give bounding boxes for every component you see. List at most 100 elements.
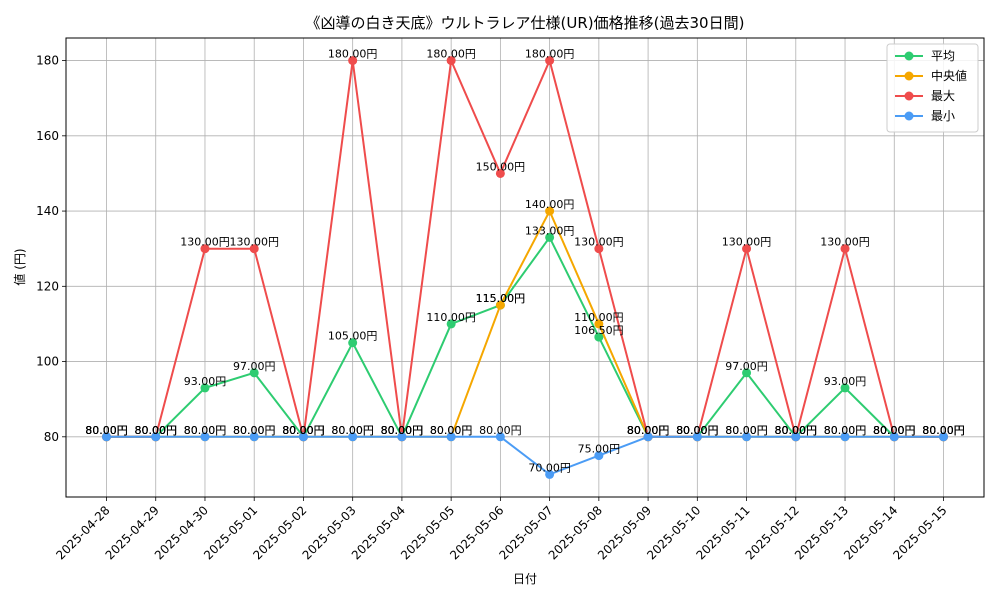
data-label: 80.00円 [775,424,818,437]
data-label: 80.00円 [184,424,227,437]
data-label: 80.00円 [873,424,916,437]
data-point [643,432,653,442]
data-label: 130.00円 [180,236,230,249]
data-label: 130.00円 [229,236,279,249]
data-label: 97.00円 [725,360,768,373]
data-label: 80.00円 [775,424,818,437]
data-point [397,432,407,442]
data-label: 80.00円 [676,424,719,437]
data-point [495,168,505,178]
data-label: 106.50円 [574,324,624,337]
data-label: 80.00円 [282,424,325,437]
data-point [545,56,555,66]
legend-marker [904,71,914,81]
data-label: 80.00円 [381,424,424,437]
data-label: 180.00円 [525,48,575,61]
data-label: 80.00円 [85,424,128,437]
data-point [200,244,210,254]
data-point [151,432,161,442]
data-label: 80.00円 [627,424,670,437]
legend-marker [904,111,914,121]
data-label: 80.00円 [627,424,670,437]
y-tick-label: 80 [44,430,59,444]
y-tick-label: 120 [36,279,59,293]
data-label: 80.00円 [479,424,522,437]
data-label: 180.00円 [426,48,476,61]
data-label: 80.00円 [725,424,768,437]
data-point [791,432,801,442]
data-point [348,56,358,66]
data-label: 93.00円 [184,375,227,388]
data-label: 80.00円 [233,424,276,437]
data-point [249,432,259,442]
data-label: 80.00円 [922,424,965,437]
data-labels: 80.00円 80.00円 93.00円 97.00円 80.00円 105.00円 80.… [85,48,965,475]
data-label: 80.00円 [381,424,424,437]
data-point [298,432,308,442]
data-label: 130.00円 [820,236,870,249]
data-label: 150.00円 [476,160,526,173]
legend-box [886,43,979,133]
data-label: 80.00円 [85,424,128,437]
series-layer [102,56,948,479]
chart-title: 《凶導の白き天底》ウルトラレア仕様(UR)価格推移(過去30日間) [306,14,745,32]
data-point [889,432,899,442]
data-label: 80.00円 [873,424,916,437]
data-label: 80.00円 [775,424,818,437]
data-point [594,332,604,342]
data-point [742,244,752,254]
legend-label: 中央値 [931,68,967,83]
data-point [939,432,948,442]
data-point [495,432,505,442]
data-label: 80.00円 [676,424,719,437]
data-point [200,383,210,393]
data-point [446,432,456,442]
y-tick-label: 100 [36,355,59,369]
data-label: 80.00円 [922,424,965,437]
data-label: 80.00円 [282,424,325,437]
data-label: 110.00円 [426,311,476,324]
data-label: 80.00円 [85,424,128,437]
y-tick-label: 160 [36,129,59,143]
data-label: 80.00円 [282,424,325,437]
data-point [742,432,752,442]
data-point [348,338,358,348]
series-line [106,56,944,441]
data-point [545,469,555,479]
data-label: 80.00円 [922,424,965,437]
data-label: 80.00円 [775,424,818,437]
data-label: 80.00円 [381,424,424,437]
data-point [545,206,555,216]
data-point [692,432,702,442]
legend-marker [904,51,914,61]
data-label: 80.00円 [430,424,473,437]
data-label: 80.00円 [134,424,177,437]
data-label: 97.00円 [233,360,276,373]
data-label: 80.00円 [873,424,916,437]
data-label: 80.00円 [184,424,227,437]
y-tick-label: 140 [36,204,59,218]
data-point [742,368,752,378]
data-point [495,300,505,310]
data-label: 80.00円 [331,424,374,437]
grid-layer [66,38,984,497]
data-label: 80.00円 [134,424,177,437]
series-line [106,235,944,440]
data-label: 80.00円 [676,424,719,437]
data-point [840,383,850,393]
data-label: 80.00円 [725,424,768,437]
data-label: 80.00円 [381,424,424,437]
data-point [446,319,456,329]
data-label: 75.00円 [578,443,621,456]
data-label: 80.00円 [134,424,177,437]
data-label: 80.00円 [430,424,473,437]
data-label: 70.00円 [528,461,571,474]
data-point [840,432,850,442]
legend-label: 平均 [931,49,955,63]
data-label: 80.00円 [85,424,128,437]
legend-label: 最小 [931,109,955,123]
data-point [249,244,259,254]
data-label: 80.00円 [824,424,867,437]
data-point [446,56,456,66]
data-label: 105.00円 [328,330,378,343]
